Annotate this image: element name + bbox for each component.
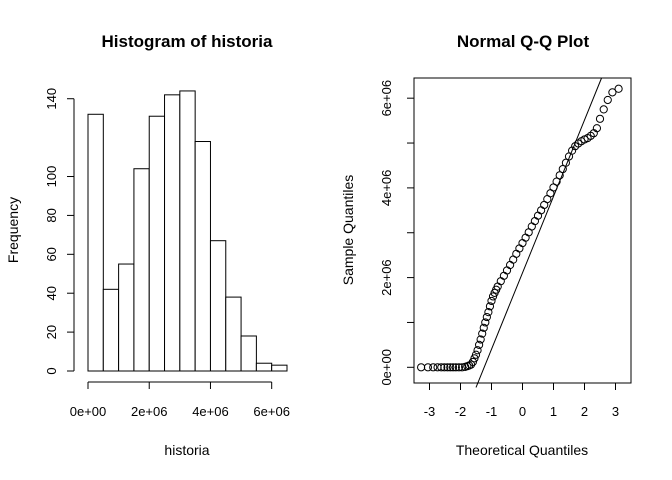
histogram-y-tick-label: 60 xyxy=(44,247,59,261)
qq-point-7 xyxy=(446,363,455,372)
qq-point-18 xyxy=(471,350,481,359)
histogram-bars xyxy=(87,90,288,372)
histogram-bar-11 xyxy=(255,362,273,372)
qq-point-15 xyxy=(466,360,476,369)
qq-point-24 xyxy=(481,318,490,327)
qq-point-65 xyxy=(595,114,605,123)
histogram-bar-9 xyxy=(225,296,242,372)
qq-point-9 xyxy=(451,363,460,372)
qq-point-29 xyxy=(488,292,498,301)
qq-point-6 xyxy=(443,363,452,372)
qq-point-67 xyxy=(603,95,612,105)
qq-x-tick-label: 1 xyxy=(550,404,557,419)
qq-point-25 xyxy=(482,312,491,322)
histogram-bar-4 xyxy=(148,115,166,372)
qq-y-tick-label: 6e+06 xyxy=(379,80,394,117)
qq-y-tick-label: 4e+06 xyxy=(379,170,394,207)
qq-point-4 xyxy=(437,363,446,372)
qq-point-22 xyxy=(478,329,487,338)
qq-point-1 xyxy=(423,363,433,372)
histogram-y-tick-label: 40 xyxy=(44,286,59,300)
qq-points xyxy=(417,84,623,372)
qq-point-66 xyxy=(599,105,608,114)
histogram-y-tick-label: 80 xyxy=(44,208,59,222)
qq-x-label: Theoretical Quantiles xyxy=(456,442,588,458)
qq-point-17 xyxy=(470,354,479,363)
histogram-x-label: historia xyxy=(164,442,209,458)
histogram-y-axis: 0 20 40 60 80 100 140 xyxy=(44,88,75,375)
qq-point-64 xyxy=(592,124,602,133)
qq-x-axis: -3 -2 -1 0 1 2 3 xyxy=(424,383,619,419)
qq-x-tick-label: 2 xyxy=(581,404,588,419)
qq-point-69 xyxy=(614,84,623,93)
histogram-y-tick-label: 100 xyxy=(44,166,59,188)
qq-point-27 xyxy=(485,302,495,311)
qq-plot-panel: Normal Q-Q Plot -3 -2 -1 0 1 2 3 0e+00 2e+06 4e+… xyxy=(340,32,632,458)
qq-point-21 xyxy=(476,335,485,344)
histogram-x-axis: 0e+00 2e+06 4e+06 6e+06 xyxy=(70,381,290,419)
histogram-x-tick-label: 0e+00 xyxy=(70,404,107,419)
histogram-y-tick-label: 0 xyxy=(44,367,59,374)
histogram-bar-3 xyxy=(133,168,150,372)
qq-y-axis: 0e+00 2e+06 4e+06 6e+06 xyxy=(379,80,414,386)
histogram-y-tick-label: 20 xyxy=(44,325,59,339)
qq-y-tick-label: 2e+06 xyxy=(379,259,394,296)
histogram-y-label: Frequency xyxy=(5,197,21,263)
histogram-bar-0 xyxy=(87,113,104,372)
histogram-x-tick-label: 4e+06 xyxy=(192,404,229,419)
qq-point-26 xyxy=(484,308,493,317)
qq-point-20 xyxy=(475,340,484,349)
qq-point-16 xyxy=(468,357,477,367)
qq-point-5 xyxy=(440,363,449,372)
qq-point-8 xyxy=(448,363,458,372)
qq-x-tick-label: -1 xyxy=(486,404,498,419)
qq-point-28 xyxy=(487,296,496,306)
qq-y-tick-label: 0e+00 xyxy=(379,349,394,386)
histogram-bar-7 xyxy=(194,141,211,372)
histogram-bar-5 xyxy=(164,94,181,372)
histogram-bar-12 xyxy=(271,364,288,372)
qq-x-tick-label: 3 xyxy=(612,404,619,419)
qq-point-10 xyxy=(454,363,464,372)
histogram-bar-2 xyxy=(118,263,135,372)
histogram-x-tick-label: 6e+06 xyxy=(253,404,290,419)
qq-point-68 xyxy=(608,88,617,97)
histogram-y-tick-label: 140 xyxy=(44,88,59,110)
qq-plot-title: Normal Q-Q Plot xyxy=(457,32,590,51)
histogram-bar-10 xyxy=(240,335,257,372)
histogram-bar-6 xyxy=(179,90,196,372)
qq-y-label: Sample Quantiles xyxy=(340,175,356,286)
histogram-title: Histogram of historia xyxy=(102,32,274,51)
qq-point-23 xyxy=(479,323,488,332)
histogram-panel: Histogram of historia 0e+00 2e+06 4e+06 6e+… xyxy=(5,32,290,458)
qq-x-tick-label: -3 xyxy=(424,404,436,419)
histogram-bar-8 xyxy=(209,240,227,372)
qq-reference-line xyxy=(475,77,603,388)
qq-point-19 xyxy=(473,346,482,355)
qq-x-tick-label: -2 xyxy=(455,404,467,419)
histogram-bar-1 xyxy=(102,288,120,372)
histogram-x-tick-label: 2e+06 xyxy=(131,404,168,419)
qq-x-tick-label: 0 xyxy=(519,404,526,419)
qq-point-2 xyxy=(429,363,438,372)
